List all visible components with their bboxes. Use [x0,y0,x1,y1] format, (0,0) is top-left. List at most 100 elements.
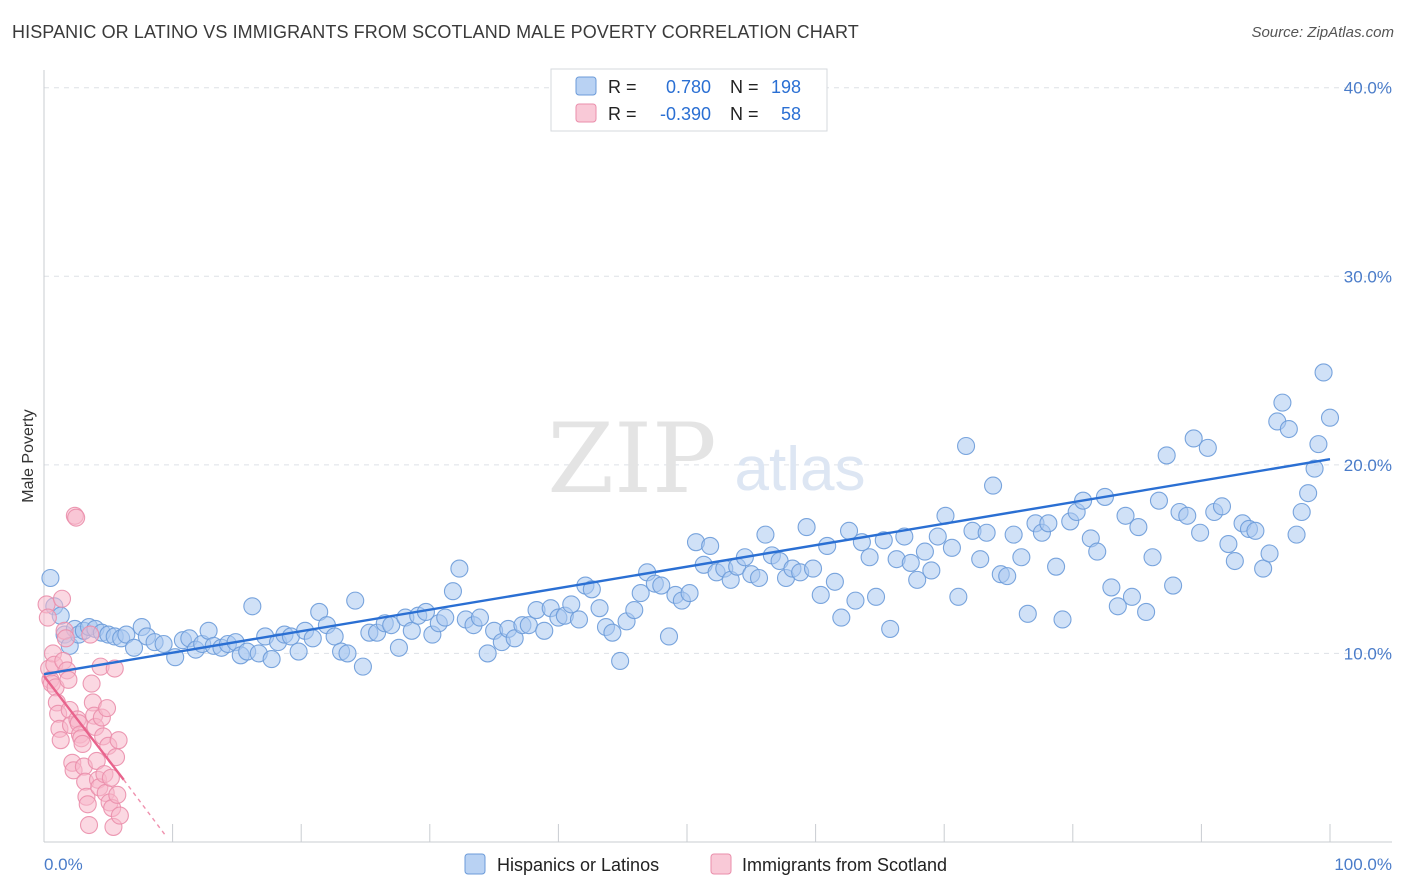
data-point-scotland [59,670,78,689]
data-point-scotland [52,589,72,608]
x-tick-label-max: 100.0% [1334,855,1392,874]
data-point-hispanics [569,610,589,629]
data-point-hispanics [625,601,644,620]
legend-swatch-scotland[interactable] [710,853,732,875]
data-point-hispanics [797,518,816,537]
data-point-scotland [79,815,99,835]
data-point-hispanics [866,587,886,606]
data-point-hispanics [346,591,365,610]
y-tick-label: 20.0% [1344,456,1392,475]
stats-r-value-2: -0.390 [660,104,711,124]
data-point-hispanics [1143,548,1162,567]
data-point-hispanics [519,616,538,635]
data-point-hispanics [1047,557,1066,576]
data-point-hispanics [470,608,490,627]
data-point-scotland [81,625,100,644]
data-point-hispanics [338,644,357,663]
data-point-hispanics [1088,542,1107,561]
data-point-hispanics [1273,393,1292,412]
trendline-scotland [43,675,125,781]
y-tick-label: 40.0% [1344,79,1392,98]
data-point-hispanics [860,548,879,567]
data-point-hispanics [535,621,554,640]
data-point-hispanics [631,584,650,603]
data-point-hispanics [582,580,601,599]
stats-r-label-1: R = [608,77,637,97]
data-point-scotland [78,795,97,814]
data-point-hispanics [1254,559,1273,578]
legend: Hispanics or Latinos Immigrants from Sco… [464,853,947,875]
data-point-hispanics [243,597,262,616]
data-point-hispanics [1157,446,1176,465]
y-tick-label: 30.0% [1344,267,1392,286]
data-point-hispanics [832,608,851,627]
data-point-hispanics [199,621,218,640]
watermark-atlas: atlas [735,435,866,504]
data-point-hispanics [957,436,976,456]
trendline-scotland-extension [123,779,167,837]
trendline-hispanics [43,458,1331,676]
data-point-hispanics [303,629,322,648]
data-point-hispanics [825,572,844,591]
data-point-hispanics [680,584,699,603]
data-point-hispanics [756,525,775,544]
data-point-hispanics [443,582,462,601]
y-axis-title: Male Poverty [20,409,37,502]
y-tick-label: 10.0% [1344,644,1392,663]
data-point-hispanics [1305,459,1324,478]
data-point-hispanics [1012,548,1031,567]
data-point-hispanics [874,531,893,550]
data-point-hispanics [1246,521,1265,540]
data-point-hispanics [402,621,421,640]
data-point-hispanics [811,585,830,605]
data-point-hispanics [562,595,581,614]
x-axis-ticks [172,824,1331,842]
data-point-hispanics [1191,523,1210,542]
data-point-hispanics [1320,408,1340,427]
legend-swatch-hispanics[interactable] [464,853,486,875]
data-point-hispanics [436,608,455,627]
chart-title: HISPANIC OR LATINO VS IMMIGRANTS FROM SC… [12,22,859,42]
data-point-hispanics [1149,491,1169,510]
data-point-hispanics [1129,518,1148,537]
data-point-scotland [110,806,129,825]
data-point-hispanics [901,553,920,572]
legend-label-hispanics[interactable]: Hispanics or Latinos [497,855,659,875]
data-point-hispanics [1198,438,1217,457]
stats-swatch-blue [575,76,597,96]
data-point-scotland [38,608,57,627]
data-point-hispanics [949,587,968,606]
data-point-hispanics [803,559,823,578]
data-point-hispanics [1219,535,1238,554]
y-tick-labels: 10.0% 20.0% 30.0% 40.0% [1344,79,1392,664]
data-point-hispanics [915,542,934,561]
data-point-hispanics [1116,506,1135,525]
data-point-scotland [109,731,128,750]
data-point-hispanics [1018,604,1037,623]
data-point-hispanics [1287,525,1306,544]
data-point-hispanics [1299,484,1318,503]
data-point-hispanics [1212,497,1232,516]
data-point-hispanics [1279,419,1298,439]
stats-swatch-pink [575,103,597,123]
data-point-hispanics [353,657,372,676]
data-point-hispanics [478,644,497,663]
stats-n-value-1: 198 [771,77,801,97]
data-point-hispanics [1004,525,1023,544]
legend-label-scotland[interactable]: Immigrants from Scotland [742,855,947,875]
data-point-hispanics [1102,578,1121,597]
data-point-hispanics [154,634,173,654]
data-point-hispanics [41,568,60,588]
data-point-hispanics [881,619,900,638]
stats-n-label-2: N = [730,104,759,124]
data-point-hispanics [1039,514,1058,533]
data-point-hispanics [998,567,1017,586]
data-point-hispanics [1122,587,1142,606]
data-point-hispanics [1164,576,1183,595]
data-point-hispanics [818,536,837,555]
data-point-hispanics [389,638,408,657]
data-point-hispanics [1178,506,1197,525]
data-point-hispanics [450,559,469,578]
data-point-hispanics [846,591,865,610]
data-point-hispanics [603,623,622,642]
